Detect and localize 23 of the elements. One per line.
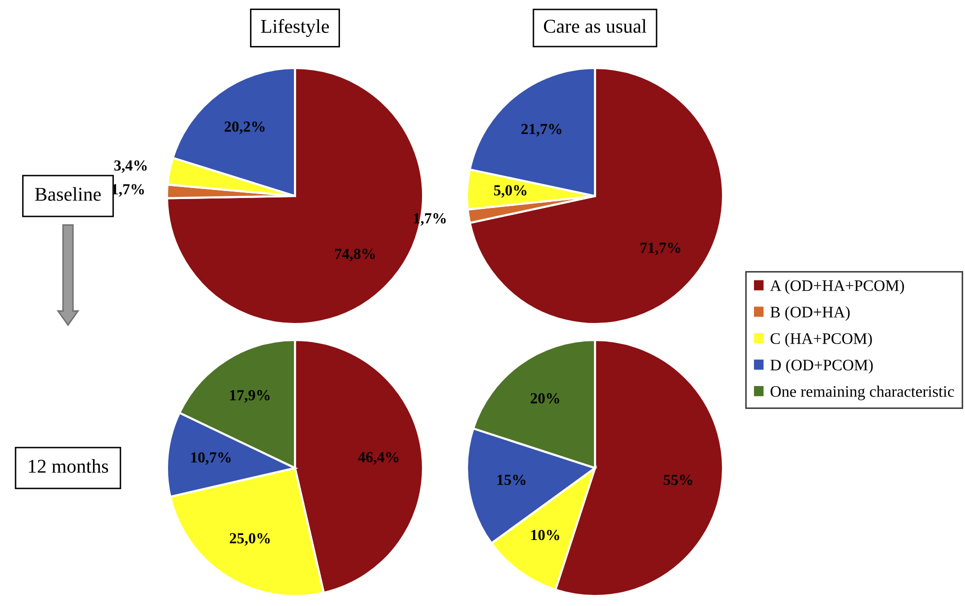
chart-title: Lifestyle <box>261 19 329 37</box>
text: Baseline <box>35 187 101 201</box>
text: 12 months <box>28 459 108 473</box>
data-label: 55% <box>664 474 692 486</box>
data-label: 20,2% <box>224 121 265 134</box>
data-label: 3,4% <box>114 160 147 173</box>
legend-label: One remaining characteristic <box>770 386 954 400</box>
data-label: 21,7% <box>521 124 562 136</box>
legend-label: D (OD+PCOM) <box>770 359 873 374</box>
data-label: 74,8% <box>335 248 375 262</box>
data-label: 25,0% <box>230 533 270 546</box>
data-label: 5,0% <box>494 185 526 198</box>
data-label: 71,7% <box>640 242 680 256</box>
legend-label: C (HA+PCOM) <box>770 332 872 348</box>
data-label: 10% <box>531 530 560 540</box>
chart-title: Care as usual <box>544 19 646 33</box>
data-label: 10,7% <box>191 452 231 465</box>
legend-label: B (OD+HA) <box>770 306 850 321</box>
data-label: 20% <box>530 393 560 404</box>
data-label: 17,9% <box>230 390 270 403</box>
data-label: 15% <box>498 474 526 486</box>
data-label: 46,4% <box>358 452 399 465</box>
legend-label: A (OD+HA+PCOM) <box>770 280 904 294</box>
